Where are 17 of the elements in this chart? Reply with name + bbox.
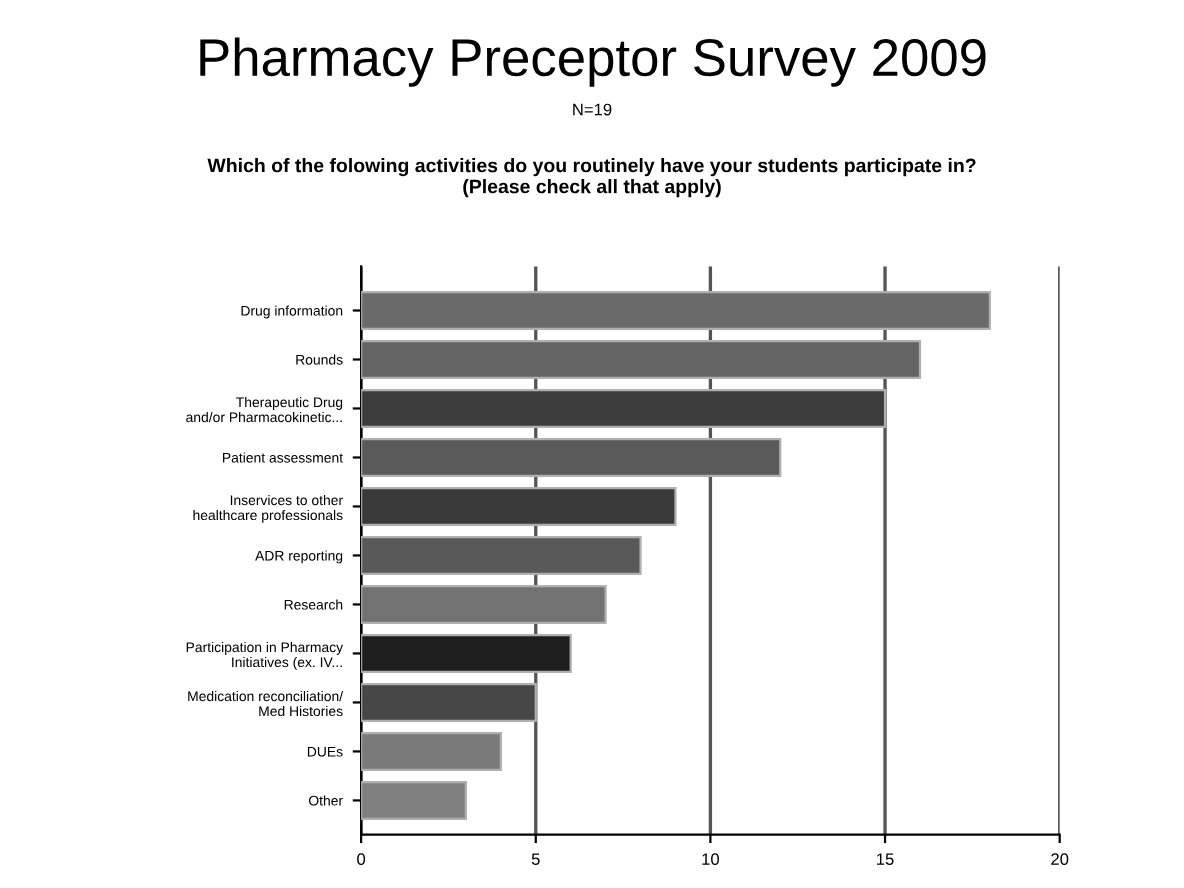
x-tick-label: 15 [877,853,894,866]
x-tick-label: 10 [702,853,720,866]
chart-title: Pharmacy Preceptor Survey 2009 [200,37,986,87]
bar [361,291,991,330]
bar [361,389,887,428]
bar [361,584,607,624]
x-tick-label: 5 [531,853,540,866]
bar [361,486,677,526]
bar [361,731,502,771]
chart-subtitle: N=19 [573,103,612,116]
text: Which of the folowing activities do you routinely have your students participate in? (Please check all that apply) [207,158,976,198]
bar [361,682,537,722]
x-tick-label: 0 [357,853,366,866]
bar [361,633,572,673]
x-tick-label: 20 [1051,853,1069,866]
bar [361,780,468,820]
bar [361,340,922,379]
